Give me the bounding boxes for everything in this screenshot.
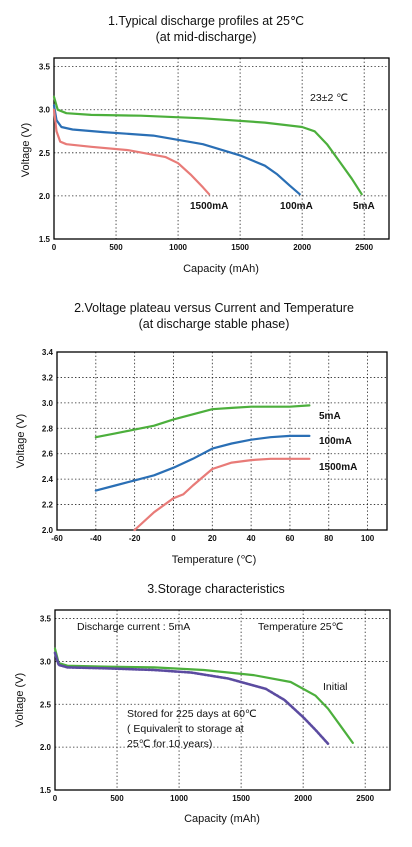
- chart-1-label-100ma: 100mA: [280, 201, 313, 212]
- chart-3-y-axis-label: Voltage (V): [14, 673, 26, 727]
- x-tick-label: 500: [109, 243, 123, 252]
- chart-1-subtitle: (at mid-discharge): [156, 30, 257, 44]
- x-tick-label: 60: [285, 534, 294, 543]
- series-line-1500ma: [133, 457, 311, 532]
- x-tick-label: 2000: [293, 243, 311, 252]
- chart-2-x-axis-label: Temperature (℃): [172, 554, 257, 566]
- chart-3-storage-note-line-2: ( Equivalent to storage at: [127, 723, 244, 735]
- x-tick-label: 2500: [356, 794, 374, 803]
- y-tick-label: 2.6: [42, 450, 54, 459]
- x-tick-label: 1500: [231, 243, 249, 252]
- x-tick-label: 20: [208, 534, 217, 543]
- y-tick-label: 3.4: [42, 348, 54, 357]
- x-tick-label: 2500: [355, 243, 373, 252]
- chart-1-plot-area: [53, 57, 390, 240]
- series-line-5ma: [94, 404, 311, 439]
- y-tick-label: 2.0: [42, 526, 54, 535]
- x-tick-label: 2000: [294, 794, 312, 803]
- y-tick-label: 2.2: [42, 501, 54, 510]
- chart-2-subtitle: (at discharge stable phase): [139, 317, 290, 331]
- x-tick-label: 0: [53, 794, 58, 803]
- y-tick-label: 2.4: [42, 475, 54, 484]
- y-tick-label: 2.8: [42, 424, 54, 433]
- series-line-100ma: [94, 434, 311, 492]
- chart-3-plot-area: [54, 609, 391, 791]
- x-tick-label: 1500: [232, 794, 250, 803]
- series-line-100ma: [52, 104, 301, 196]
- chart-1-discharge-profiles: 1.Typical discharge profiles at 25℃ (at …: [20, 14, 390, 275]
- x-tick-label: 1000: [169, 243, 187, 252]
- series-line-5ma: [52, 95, 363, 196]
- series-line-initial: [53, 647, 354, 745]
- chart-1-label-5ma: 5mA: [353, 201, 375, 212]
- chart-2-label-1500ma: 1500mA: [319, 462, 357, 473]
- chart-3-title: 3.Storage characteristics: [147, 582, 285, 596]
- series-line-stored: [53, 651, 330, 746]
- y-tick-label: 2.0: [39, 192, 51, 201]
- x-tick-label: -60: [51, 534, 63, 543]
- chart-2-label-5ma: 5mA: [319, 411, 341, 422]
- chart-2-voltage-plateau: 2.Voltage plateau versus Current and Tem…: [15, 301, 388, 566]
- chart-2-plot-area: [56, 351, 388, 531]
- x-tick-label: 100: [361, 534, 375, 543]
- chart-1-title: 1.Typical discharge profiles at 25℃: [108, 14, 304, 28]
- chart-3-storage-note-line-3: 25℃ for 10 years): [127, 738, 212, 750]
- chart-3-discharge-current-note: Discharge current : 5mA: [77, 621, 190, 633]
- chart-3-x-axis-label: Capacity (mAh): [184, 813, 260, 825]
- y-tick-label: 3.5: [40, 615, 52, 624]
- chart-3-storage-note-line-1: Stored for 225 days at 60℃: [127, 708, 257, 720]
- y-tick-label: 3.2: [42, 373, 54, 382]
- chart-1-label-1500ma: 1500mA: [190, 201, 228, 212]
- y-tick-label: 3.0: [42, 399, 54, 408]
- x-tick-label: 500: [110, 794, 124, 803]
- y-tick-label: 3.5: [39, 63, 51, 72]
- x-tick-label: -20: [129, 534, 141, 543]
- x-tick-label: 40: [247, 534, 256, 543]
- x-tick-label: 0: [171, 534, 176, 543]
- series-line-1500ma: [52, 108, 211, 196]
- chart-1-y-axis-label: Voltage (V): [20, 123, 32, 177]
- chart-1-x-axis-label: Capacity (mAh): [183, 263, 259, 275]
- chart-2-label-100ma: 100mA: [319, 436, 352, 447]
- x-tick-label: -40: [90, 534, 102, 543]
- y-tick-label: 2.0: [40, 743, 52, 752]
- x-tick-label: 80: [324, 534, 333, 543]
- y-tick-label: 3.0: [40, 657, 52, 666]
- chart-3-storage-characteristics: 3.Storage characteristics 0 500 1000 1500 20…: [14, 582, 391, 825]
- y-tick-label: 1.5: [40, 786, 52, 795]
- x-tick-label: 0: [52, 243, 57, 252]
- chart-3-temperature-note: Temperature 25℃: [258, 621, 344, 633]
- y-tick-label: 3.0: [39, 106, 51, 115]
- chart-2-y-axis-label: Voltage (V): [15, 414, 27, 468]
- x-tick-label: 1000: [170, 794, 188, 803]
- chart-1-temperature-annotation: 23±2 ℃: [310, 92, 348, 104]
- y-tick-label: 2.5: [40, 700, 52, 709]
- y-tick-label: 2.5: [39, 149, 51, 158]
- chart-3-label-initial: Initial: [323, 681, 348, 693]
- y-tick-label: 1.5: [39, 235, 51, 244]
- chart-2-title: 2.Voltage plateau versus Current and Tem…: [74, 301, 354, 315]
